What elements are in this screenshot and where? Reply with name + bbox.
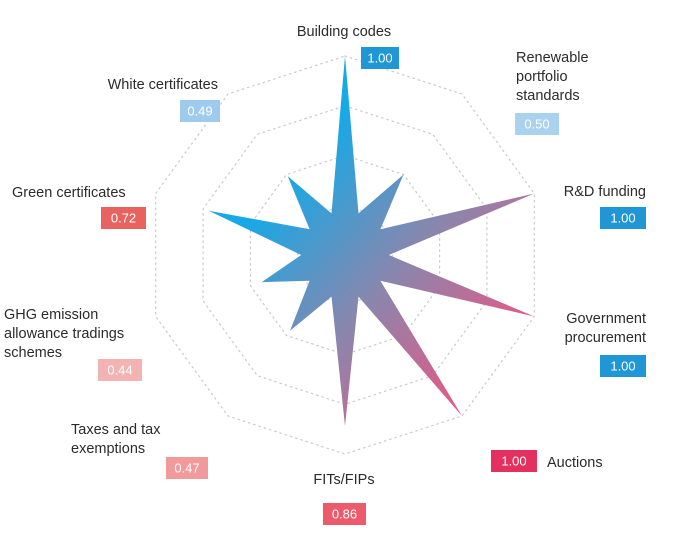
value-badge: 0.49	[180, 100, 220, 122]
value-badge-bg	[180, 100, 220, 122]
category-label: R&D funding	[564, 184, 646, 200]
value-label: 0.50	[524, 117, 549, 132]
value-label: 1.00	[610, 359, 635, 374]
category-label: Government procurement	[565, 311, 646, 346]
value-badge: 0.47	[166, 457, 208, 479]
value-badge: 1.00	[600, 207, 646, 229]
value-label: 0.47	[174, 461, 199, 476]
value-badge: 1.00	[491, 450, 537, 472]
value-label: 0.86	[332, 507, 357, 522]
category-label: Taxes and tax exemptions	[71, 422, 161, 457]
value-badge-bg	[361, 47, 399, 69]
grid-ring-4	[155, 55, 535, 455]
value-badge-bg	[515, 113, 559, 135]
category-label: Renewable portfolio standards	[516, 50, 589, 104]
value-badge-bg	[600, 355, 646, 377]
value-badge-bg	[98, 359, 142, 381]
value-badge-bg	[323, 503, 366, 525]
value-badges: 1.00 0.50 1.00 1.00 1.00 0.86 0.47 0.44 0.72 0.49	[98, 47, 646, 525]
value-badge-bg	[101, 207, 146, 229]
value-label: 0.72	[111, 211, 136, 226]
value-label: 1.00	[367, 51, 392, 66]
value-badge: 1.00	[600, 355, 646, 377]
value-label: 0.49	[187, 104, 212, 119]
value-label: 0.44	[107, 363, 132, 378]
category-labels: Building codes Renewable portfolio standard…	[4, 24, 646, 488]
value-badge: 1.00	[361, 47, 399, 69]
category-label: White certificates	[108, 77, 218, 93]
category-label: GHG emission allowance tradings schemes	[4, 307, 124, 361]
value-badge-bg	[600, 207, 646, 229]
value-badge: 0.44	[98, 359, 142, 381]
category-label: Auctions	[547, 455, 603, 471]
category-label: FITs/FIPs	[313, 472, 374, 488]
value-badge: 0.72	[101, 207, 146, 229]
value-badge-bg	[166, 457, 208, 479]
value-badge-bg	[491, 450, 537, 472]
category-label: Building codes	[297, 24, 391, 40]
grid-ring-3	[202, 105, 488, 405]
value-label: 1.00	[610, 211, 635, 226]
value-badge: 0.50	[515, 113, 559, 135]
category-label: Green certificates	[12, 185, 126, 201]
value-badge: 0.86	[323, 503, 366, 525]
value-label: 1.00	[501, 454, 526, 469]
data-area	[208, 56, 535, 427]
